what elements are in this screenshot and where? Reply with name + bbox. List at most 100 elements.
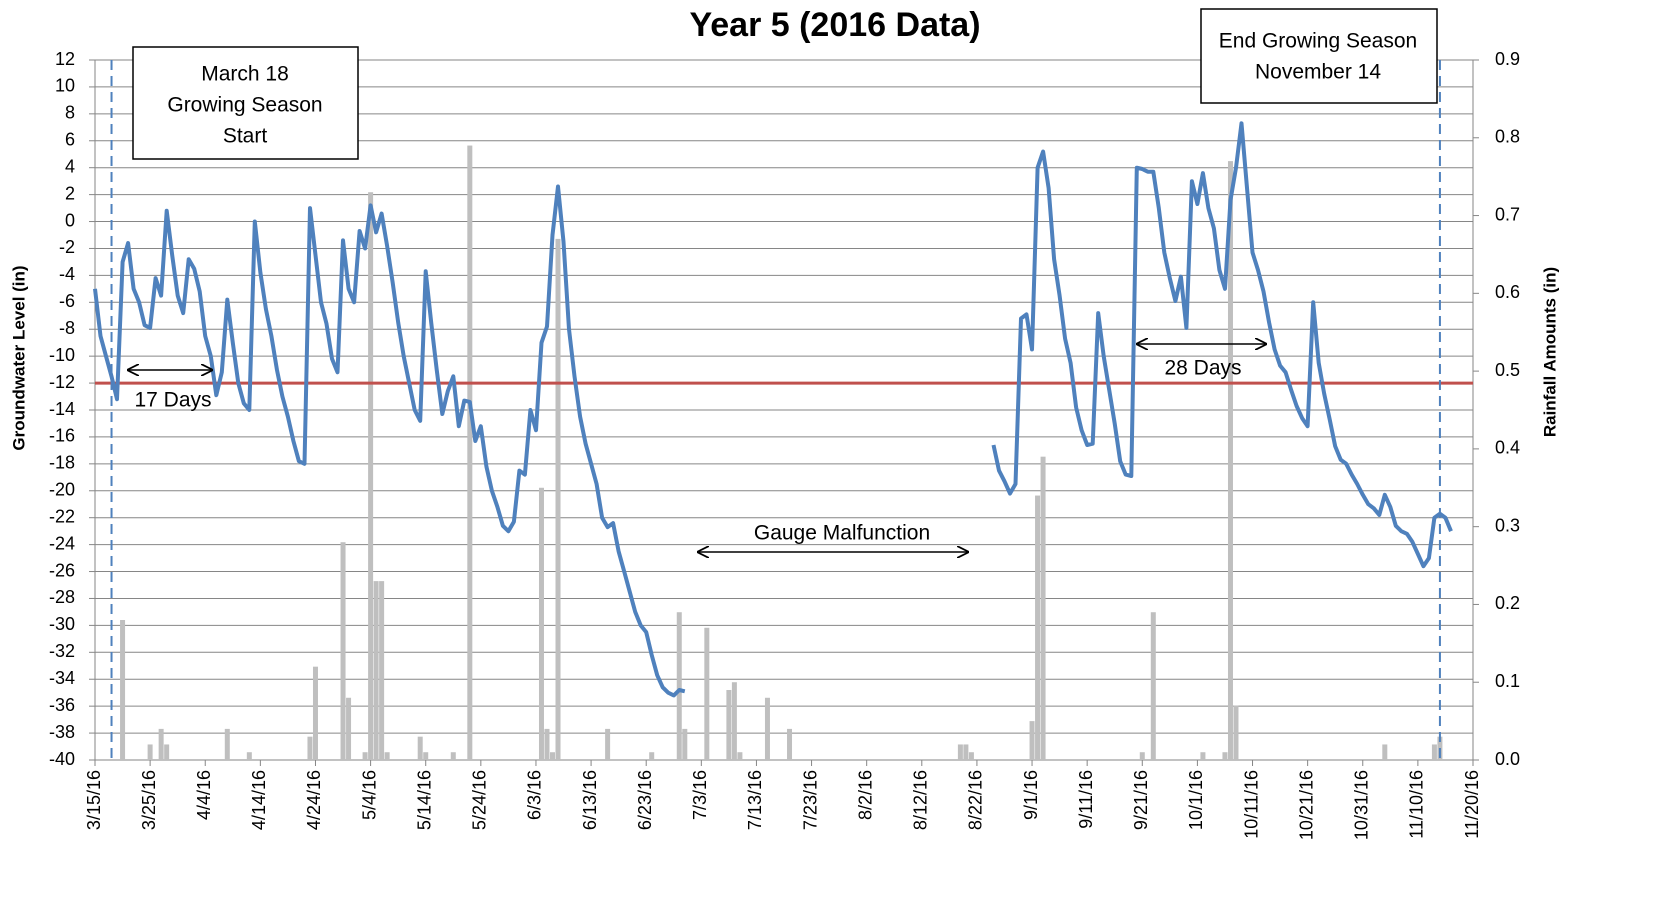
y2-tick-label: 0.6 <box>1495 282 1520 302</box>
rain-bar <box>312 666 318 760</box>
annotation-text: Start <box>223 125 268 148</box>
rain-bar <box>605 728 611 760</box>
x-tick-label: 4/14/16 <box>249 770 269 830</box>
rain-bar <box>362 752 368 760</box>
groundwater-line <box>991 121 1453 569</box>
rain-bar <box>649 752 655 760</box>
y2-tick-label: 0.2 <box>1495 593 1520 613</box>
rain-bar <box>726 690 732 760</box>
y-tick-label: -34 <box>49 668 75 688</box>
rain-bar <box>224 728 230 760</box>
y-tick-label: -8 <box>59 318 75 338</box>
rain-bar <box>544 728 550 760</box>
rain-bar <box>764 697 770 760</box>
x-tick-label: 10/21/16 <box>1296 770 1316 840</box>
rain-bar <box>704 627 710 760</box>
x-tick-label: 7/23/16 <box>800 770 820 830</box>
y-tick-label: -12 <box>49 372 75 392</box>
x-tick-label: 3/15/16 <box>84 770 104 830</box>
y-tick-label: -32 <box>49 641 75 661</box>
y-tick-label: 2 <box>65 183 75 203</box>
rain-bar <box>120 620 126 760</box>
x-tick-label: 10/1/16 <box>1186 770 1206 830</box>
rain-bar <box>158 728 164 760</box>
rain-bar <box>682 728 688 760</box>
rain-bar <box>963 744 969 760</box>
y-tick-label: -14 <box>49 399 75 419</box>
annotation-text: Growing Season <box>167 94 322 117</box>
y2-tick-label: 0.7 <box>1495 204 1520 224</box>
annotation-text: 28 Days <box>1164 357 1241 380</box>
y-tick-label: -22 <box>49 506 75 526</box>
y-tick-label: -6 <box>59 291 75 311</box>
y2-tick-label: 0.5 <box>1495 360 1520 380</box>
annotation-box <box>1200 8 1438 104</box>
rain-bar <box>384 752 390 760</box>
y-tick-label: 10 <box>55 76 75 96</box>
annotation-text: 17 Days <box>134 389 211 412</box>
annotation-box <box>132 46 359 160</box>
y-tick-label: -16 <box>49 426 75 446</box>
annotation-text: Gauge Malfunction <box>754 522 930 545</box>
y-tick-label: 6 <box>65 130 75 150</box>
rain-bar <box>731 682 737 760</box>
y-tick-label: -38 <box>49 722 75 742</box>
rain-bar <box>450 752 456 760</box>
y-tick-label: 8 <box>65 103 75 123</box>
y-tick-label: -30 <box>49 614 75 634</box>
x-tick-label: 4/4/16 <box>194 770 214 820</box>
rain-bar <box>1431 744 1437 760</box>
rain-bar <box>368 192 374 760</box>
y-tick-label: -4 <box>59 264 75 284</box>
y-tick-label: -36 <box>49 695 75 715</box>
y-tick-label: -24 <box>49 533 75 553</box>
y-tick-label: -28 <box>49 587 75 607</box>
y-axis-label: Groundwater Level (in) <box>9 265 28 450</box>
rain-bar <box>164 744 170 760</box>
groundwater-line <box>93 184 686 698</box>
rain-bar <box>968 752 974 760</box>
y-tick-label: -26 <box>49 560 75 580</box>
y-tick-label: 4 <box>65 156 75 176</box>
rain-bar <box>549 752 555 760</box>
x-tick-label: 4/24/16 <box>304 770 324 830</box>
rain-bar <box>787 728 793 760</box>
x-tick-label: 6/13/16 <box>580 770 600 830</box>
annotation-text: November 14 <box>1255 61 1381 84</box>
y-tick-label: -10 <box>49 345 75 365</box>
rain-bar <box>423 752 429 760</box>
rain-bar <box>555 238 561 760</box>
annotation-text: March 18 <box>201 63 289 86</box>
y-tick-label: -18 <box>49 453 75 473</box>
rain-bar <box>307 736 313 760</box>
x-tick-label: 11/10/16 <box>1407 770 1427 839</box>
x-tick-label: 8/2/16 <box>855 770 875 820</box>
rain-bar <box>346 697 352 760</box>
x-tick-label: 5/24/16 <box>470 770 490 830</box>
y2-tick-label: 0.8 <box>1495 127 1520 147</box>
x-tick-label: 10/31/16 <box>1352 770 1372 840</box>
rain-bar <box>1150 612 1156 760</box>
rain-bar <box>467 145 473 761</box>
rain-bar <box>676 612 682 760</box>
y2-tick-label: 0.0 <box>1495 749 1520 769</box>
rain-bar <box>1035 495 1041 760</box>
rain-bar <box>737 752 743 760</box>
y2-axis-label: Rainfall Amounts (in) <box>1540 267 1559 437</box>
y-tick-label: -2 <box>59 237 75 257</box>
x-tick-label: 8/22/16 <box>966 770 986 830</box>
x-tick-label: 7/13/16 <box>745 770 765 830</box>
rain-bar <box>1040 456 1046 760</box>
y2-tick-label: 0.9 <box>1495 49 1520 69</box>
rain-bar <box>1222 752 1228 760</box>
x-tick-label: 9/11/16 <box>1076 770 1096 829</box>
y2-tick-label: 0.4 <box>1495 438 1520 458</box>
x-tick-label: 8/12/16 <box>911 770 931 830</box>
x-tick-label: 11/20/16 <box>1462 770 1482 839</box>
y-tick-label: 12 <box>55 49 75 69</box>
x-tick-label: 6/3/16 <box>525 770 545 820</box>
x-tick-label: 9/1/16 <box>1021 770 1041 820</box>
rain-bar <box>379 581 385 760</box>
